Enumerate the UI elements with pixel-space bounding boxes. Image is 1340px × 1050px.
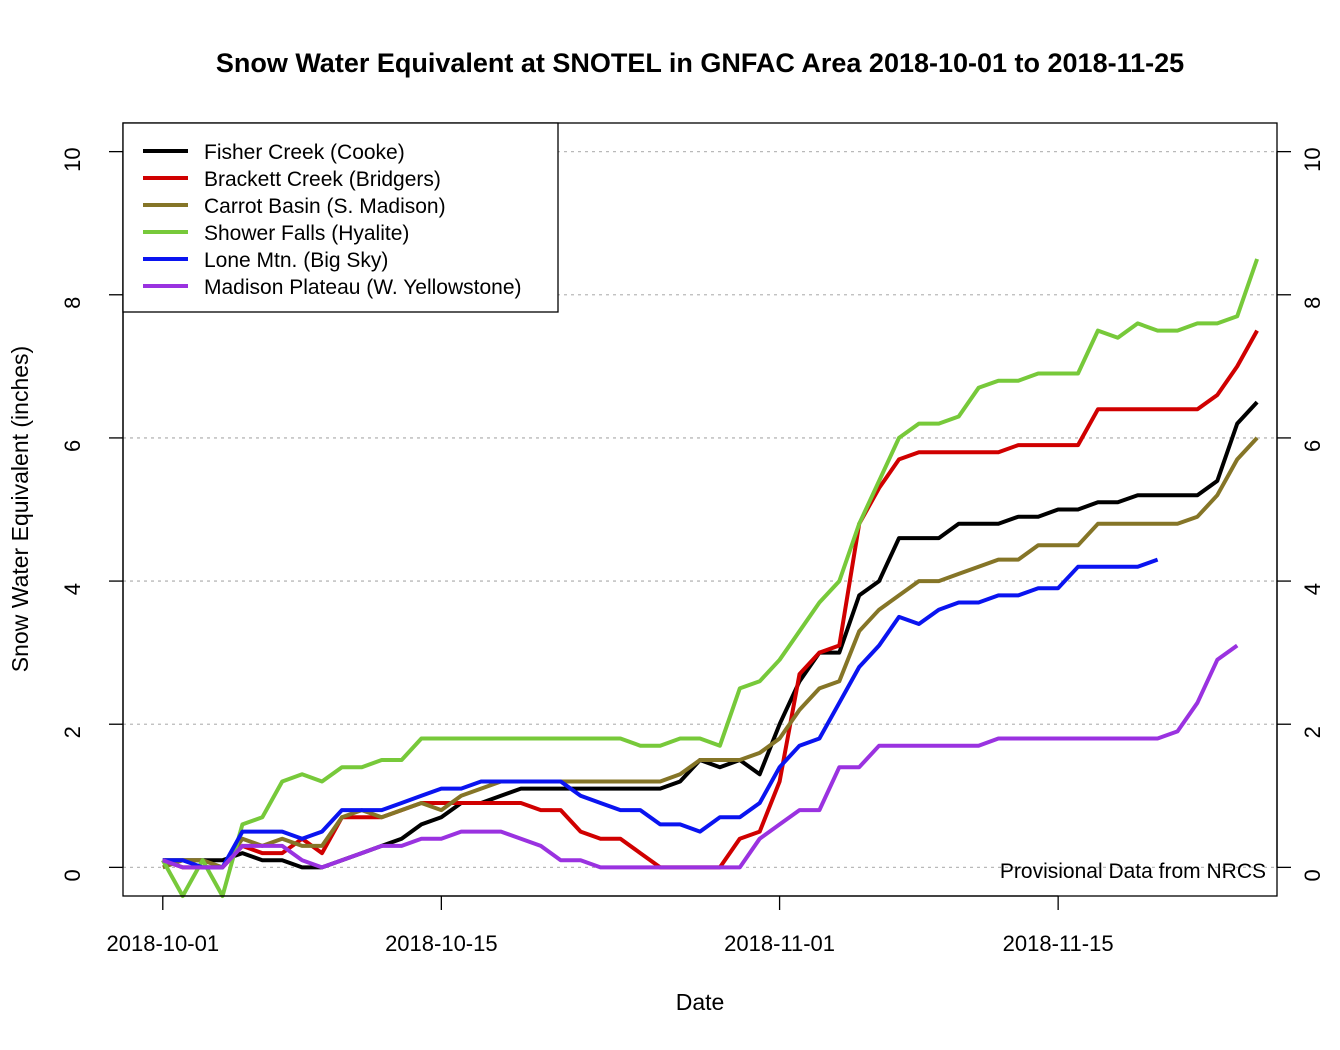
- provisional-data-note: Provisional Data from NRCS: [1000, 860, 1266, 883]
- y-tick-label-left: 4: [60, 583, 85, 595]
- series-line: [162, 557, 1159, 870]
- legend: Fisher Creek (Cooke) Brackett Creek (Brid…: [122, 122, 559, 313]
- y-tick-label-right: 8: [1300, 297, 1325, 309]
- y-tick-label-left: 8: [60, 297, 85, 309]
- legend-box: [122, 122, 559, 313]
- y-tick-label-right: 0: [1300, 869, 1325, 881]
- series-line: [161, 258, 1259, 898]
- legend-label: Shower Falls (Hyalite): [204, 222, 409, 245]
- y-tick-label-right: 10: [1300, 147, 1325, 171]
- gridlines: [123, 150, 1277, 869]
- y-tick-label-left: 10: [60, 147, 85, 171]
- series-line: [162, 436, 1259, 870]
- chart-title: Snow Water Equivalent at SNOTEL in GNFAC…: [216, 48, 1184, 78]
- series-line: [162, 400, 1259, 870]
- y-tick-label-right: 2: [1300, 726, 1325, 738]
- axes: 2018-10-01 2018-10-15 2018-11-01 2018-11-15…: [60, 147, 1325, 956]
- legend-label: Carrot Basin (S. Madison): [204, 195, 446, 218]
- x-tick-label: 2018-11-15: [1003, 931, 1114, 956]
- legend-label: Madison Plateau (W. Yellowstone): [204, 276, 522, 299]
- x-tick-label: 2018-10-15: [385, 931, 498, 956]
- series-line: [162, 329, 1259, 870]
- y-tick-label-left: 2: [60, 726, 85, 738]
- x-axis-label: Date: [676, 989, 725, 1015]
- y-tick-label-right: 6: [1300, 440, 1325, 452]
- legend-label: Fisher Creek (Cooke): [204, 141, 405, 164]
- y-tick-label-left: 0: [60, 869, 85, 881]
- legend-label: Lone Mtn. (Big Sky): [204, 249, 388, 272]
- y-tick-label-left: 6: [60, 440, 85, 452]
- series-lines: [161, 258, 1259, 898]
- legend-label: Brackett Creek (Bridgers): [204, 168, 441, 191]
- y-tick-label-right: 4: [1300, 583, 1325, 595]
- x-tick-label: 2018-10-01: [107, 931, 220, 956]
- x-tick-label: 2018-11-01: [724, 931, 835, 956]
- y-axis-label: Snow Water Equivalent (inches): [7, 346, 33, 672]
- series-line: [162, 643, 1239, 870]
